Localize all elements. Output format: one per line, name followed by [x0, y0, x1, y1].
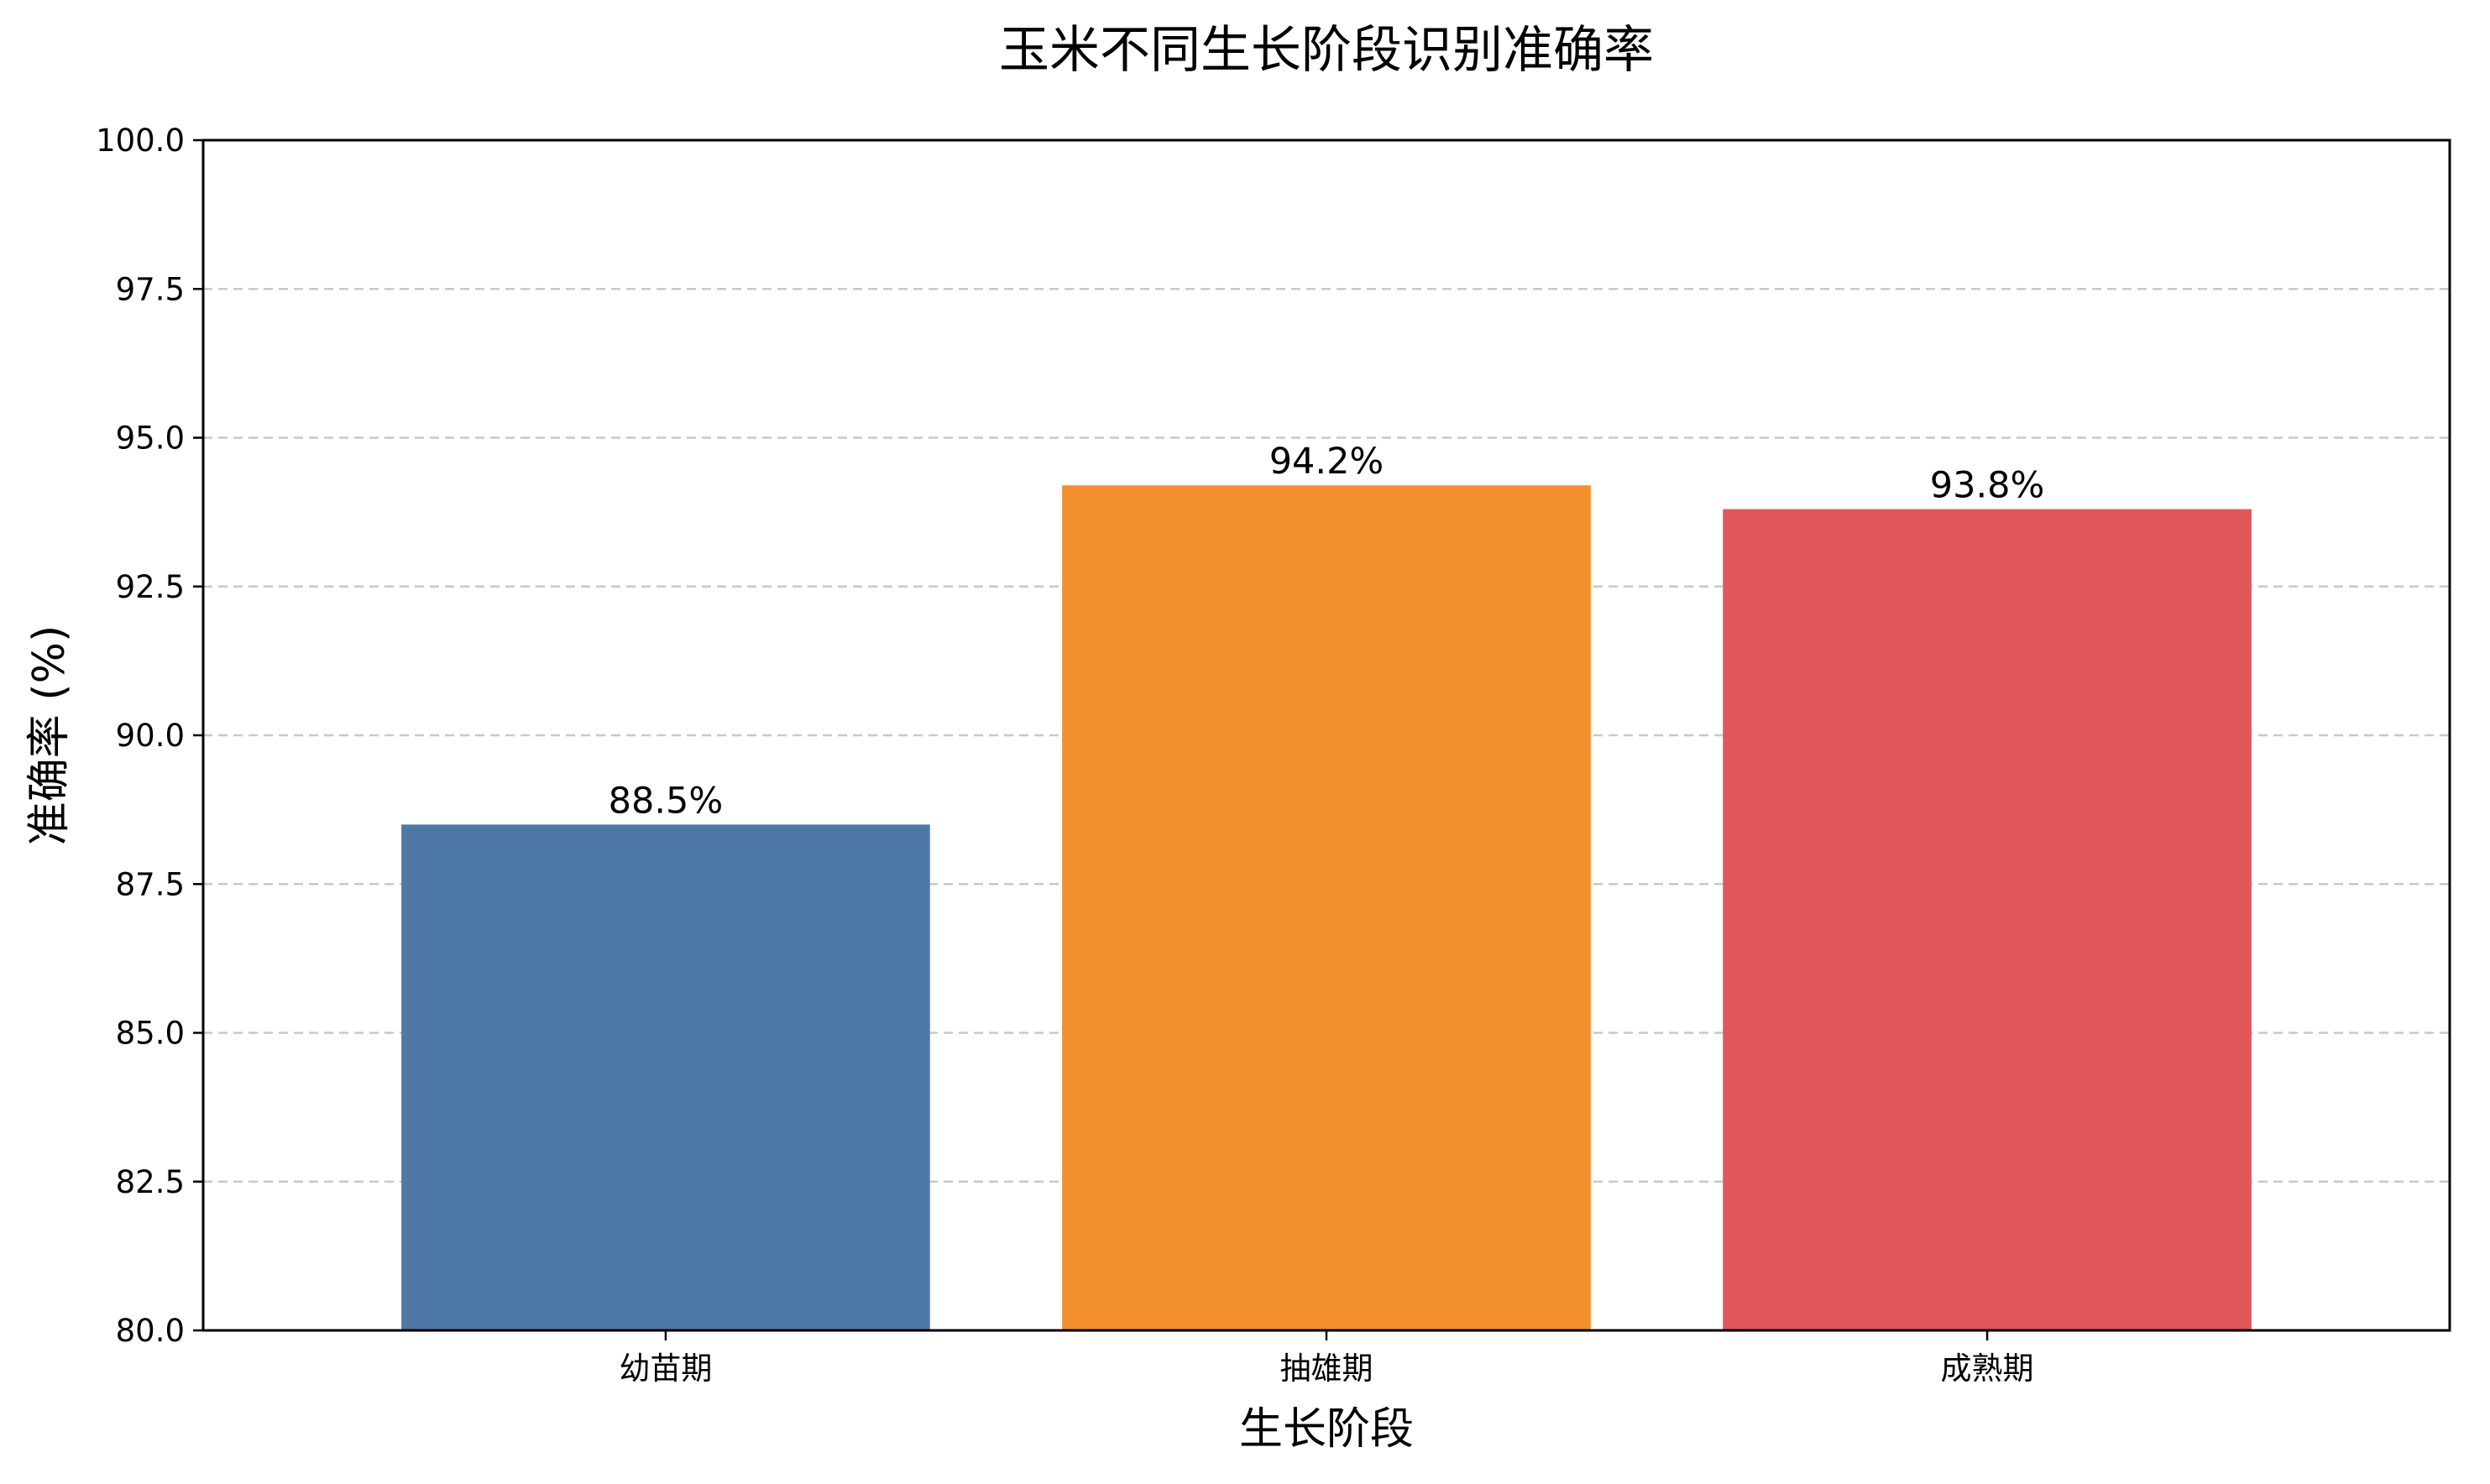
- bar-value-label: 88.5%: [609, 780, 724, 822]
- chart-title: 玉米不同生长阶段识别准确率: [999, 21, 1654, 80]
- y-axis-ticks: 80.0 82.5 85.0 87.5 90.0 92.5 95.0 97.5 100.0: [96, 123, 203, 1349]
- bar-value-label: 93.8%: [1930, 465, 2045, 507]
- y-tick-label: 95.0: [116, 421, 185, 457]
- bar-3: [1723, 509, 2252, 1330]
- bar-2: [1062, 485, 1591, 1330]
- x-tick-label: 幼苗期: [619, 1351, 712, 1387]
- bar-1: [401, 824, 930, 1330]
- data-labels: 88.5% 94.2% 93.8%: [609, 441, 2045, 822]
- x-axis-title: 生长阶段: [1239, 1404, 1414, 1455]
- y-tick-label: 92.5: [116, 569, 185, 605]
- y-tick-label: 97.5: [116, 271, 185, 307]
- y-tick-label: 87.5: [116, 866, 185, 902]
- x-tick-label: 成熟期: [1941, 1351, 2034, 1387]
- y-tick-label: 82.5: [116, 1164, 185, 1200]
- x-axis-ticks: 幼苗期 抽雄期 成熟期: [619, 1330, 2034, 1387]
- y-tick-label: 85.0: [116, 1016, 185, 1052]
- y-tick-label: 90.0: [116, 718, 185, 754]
- x-tick-label: 抽雄期: [1280, 1351, 1373, 1387]
- bars: [401, 485, 2252, 1330]
- y-tick-label: 80.0: [116, 1313, 185, 1349]
- y-axis-title: 准确率 (%): [24, 625, 75, 846]
- bar-value-label: 94.2%: [1269, 441, 1384, 483]
- y-tick-label: 100.0: [96, 123, 185, 159]
